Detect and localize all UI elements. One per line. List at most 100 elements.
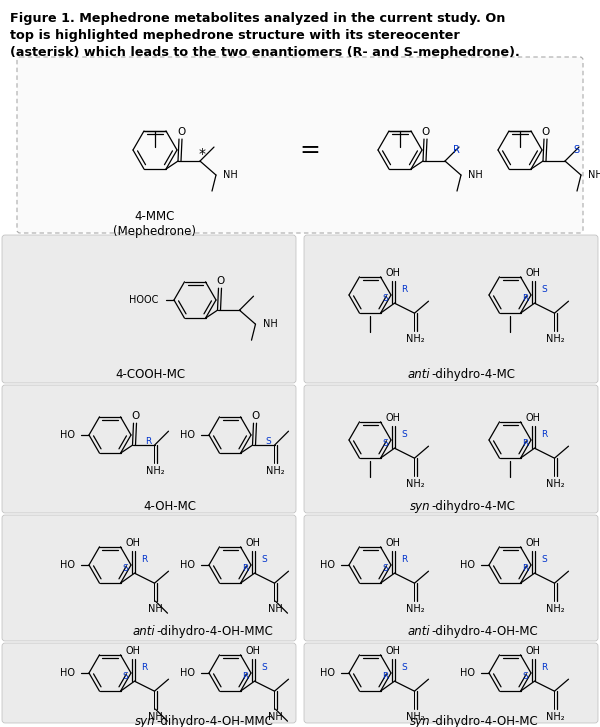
FancyBboxPatch shape	[2, 235, 296, 383]
FancyBboxPatch shape	[2, 643, 296, 723]
Text: NH₂: NH₂	[546, 334, 565, 344]
Text: NH₂: NH₂	[266, 466, 285, 476]
Text: S: S	[542, 555, 547, 563]
Text: 4-MMC
(Mephedrone): 4-MMC (Mephedrone)	[113, 210, 197, 238]
Text: HO: HO	[320, 668, 335, 678]
Text: OH: OH	[385, 268, 400, 278]
Text: -dihydro-4-OH-MMC: -dihydro-4-OH-MMC	[156, 625, 273, 638]
Text: R: R	[382, 672, 389, 680]
Text: NH₂: NH₂	[406, 479, 425, 489]
Text: OH: OH	[125, 646, 140, 656]
Text: S: S	[122, 672, 128, 680]
Text: OH: OH	[245, 646, 260, 656]
Text: HO: HO	[460, 668, 475, 678]
Text: R: R	[523, 294, 529, 302]
Text: S: S	[383, 438, 388, 448]
Text: S: S	[383, 563, 388, 573]
Text: OH: OH	[525, 268, 540, 278]
Text: Figure 1. Mephedrone metabolites analyzed in the current study. On: Figure 1. Mephedrone metabolites analyze…	[10, 12, 505, 25]
Text: R: R	[541, 663, 548, 672]
Text: HO: HO	[60, 668, 75, 678]
Text: O: O	[177, 127, 185, 137]
Text: anti: anti	[407, 625, 430, 638]
Text: NH: NH	[148, 712, 163, 722]
Text: R: R	[523, 563, 529, 573]
Text: OH: OH	[525, 646, 540, 656]
Text: NH₂: NH₂	[406, 604, 425, 614]
FancyBboxPatch shape	[304, 515, 598, 641]
Text: NH: NH	[468, 170, 483, 180]
Text: HO: HO	[60, 430, 75, 440]
Text: NH: NH	[223, 170, 238, 180]
Text: S: S	[542, 285, 547, 294]
Text: NH₂: NH₂	[546, 712, 565, 722]
Text: syn: syn	[134, 715, 155, 727]
Text: -dihydro-4-OH-MMC: -dihydro-4-OH-MMC	[156, 715, 273, 727]
Text: S: S	[266, 437, 271, 446]
Text: -dihydro-4-OH-MC: -dihydro-4-OH-MC	[431, 715, 538, 727]
Text: NH: NH	[148, 604, 163, 614]
Text: NH₂: NH₂	[406, 712, 425, 722]
Text: NH₂: NH₂	[406, 334, 425, 344]
Text: OH: OH	[125, 538, 140, 548]
Text: OH: OH	[385, 413, 400, 423]
Text: O: O	[542, 127, 550, 137]
Text: *: *	[199, 147, 205, 161]
FancyBboxPatch shape	[2, 385, 296, 513]
Text: HO: HO	[180, 430, 195, 440]
Text: S: S	[122, 563, 128, 573]
Text: (asterisk) which leads to the two enantiomers (R- and S-mephedrone).: (asterisk) which leads to the two enanti…	[10, 46, 520, 59]
Text: R: R	[142, 555, 148, 563]
Text: R: R	[401, 555, 407, 563]
Text: OH: OH	[245, 538, 260, 548]
Text: S: S	[262, 555, 268, 563]
Text: HO: HO	[60, 560, 75, 570]
Text: HO: HO	[320, 560, 335, 570]
FancyBboxPatch shape	[304, 643, 598, 723]
Text: R: R	[541, 430, 548, 438]
Text: HO: HO	[180, 668, 195, 678]
Text: OH: OH	[385, 538, 400, 548]
Text: NH₂: NH₂	[546, 479, 565, 489]
Text: S: S	[401, 663, 407, 672]
Text: S: S	[401, 430, 407, 438]
Text: HO: HO	[180, 560, 195, 570]
Text: anti: anti	[133, 625, 155, 638]
Text: NH: NH	[588, 170, 600, 180]
Text: S: S	[523, 672, 529, 680]
Text: NH₂: NH₂	[146, 466, 165, 476]
Text: OH: OH	[525, 413, 540, 423]
Text: O: O	[131, 411, 140, 421]
Text: NH: NH	[263, 319, 277, 329]
FancyBboxPatch shape	[304, 235, 598, 383]
FancyBboxPatch shape	[2, 515, 296, 641]
Text: 4-OH-MC: 4-OH-MC	[143, 500, 197, 513]
Text: S: S	[383, 294, 388, 302]
Text: O: O	[217, 276, 224, 286]
Text: S: S	[262, 663, 268, 672]
Text: NH: NH	[268, 604, 283, 614]
Text: anti: anti	[407, 368, 430, 381]
Text: syn: syn	[409, 500, 430, 513]
FancyBboxPatch shape	[17, 57, 583, 233]
Text: R: R	[523, 438, 529, 448]
Text: O: O	[251, 411, 260, 421]
Text: HOOC: HOOC	[128, 295, 158, 305]
Text: S: S	[573, 145, 579, 155]
Text: R: R	[452, 145, 460, 155]
Text: OH: OH	[525, 538, 540, 548]
Text: syn: syn	[409, 715, 430, 727]
Text: NH: NH	[268, 712, 283, 722]
Text: HO: HO	[460, 560, 475, 570]
Text: OH: OH	[385, 646, 400, 656]
Text: R: R	[242, 563, 248, 573]
Text: R: R	[401, 285, 407, 294]
Text: -dihydro-4-MC: -dihydro-4-MC	[431, 368, 515, 381]
Text: 4-COOH-MC: 4-COOH-MC	[115, 368, 185, 381]
Text: R: R	[242, 672, 248, 680]
Text: O: O	[422, 127, 430, 137]
Text: -dihydro-4-MC: -dihydro-4-MC	[431, 500, 515, 513]
Text: NH₂: NH₂	[546, 604, 565, 614]
FancyBboxPatch shape	[304, 385, 598, 513]
Text: top is highlighted mephedrone structure with its stereocenter: top is highlighted mephedrone structure …	[10, 29, 460, 42]
